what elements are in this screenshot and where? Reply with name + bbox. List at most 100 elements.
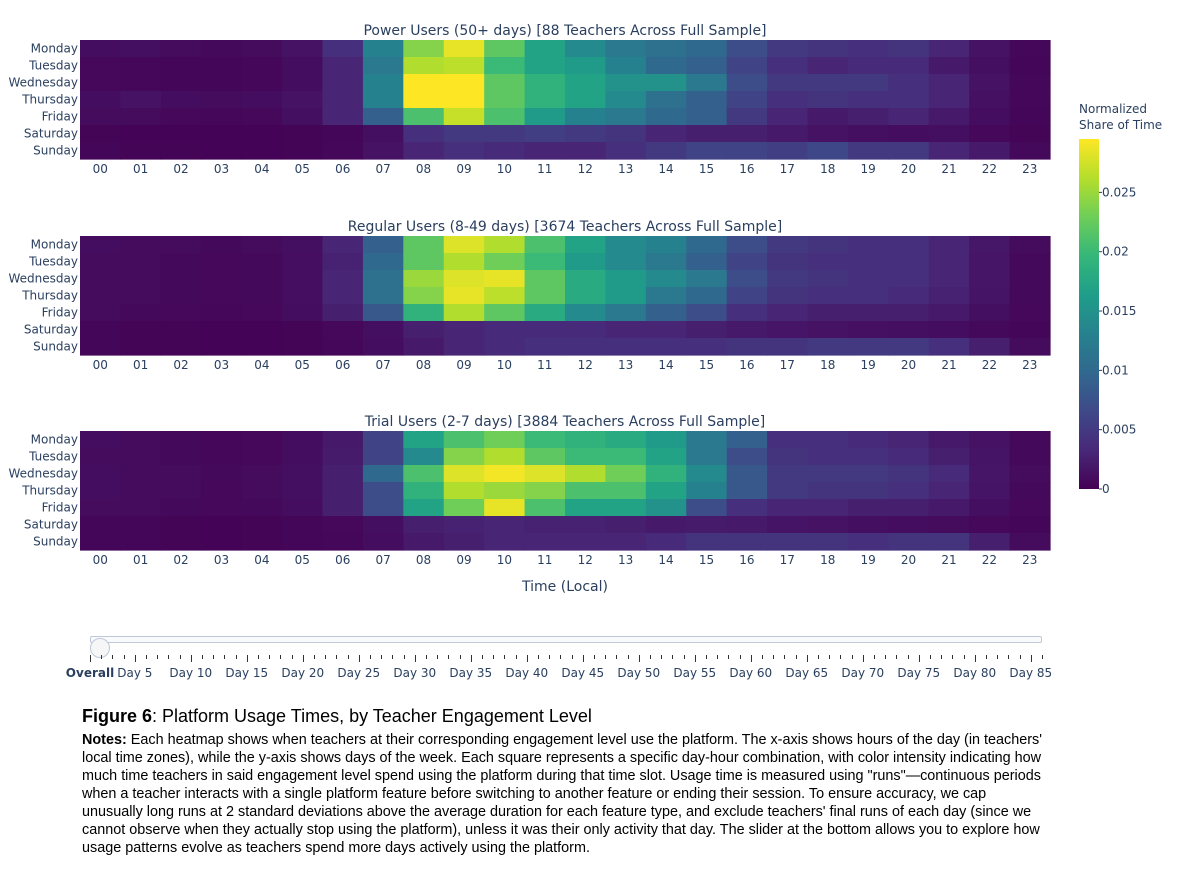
slider-label[interactable]: Day 65: [785, 666, 829, 680]
heatmap-cell: [160, 40, 202, 58]
slider-label[interactable]: Day 5: [117, 666, 153, 680]
heatmap-cell: [362, 236, 404, 254]
slider-tick: [426, 655, 427, 659]
heatmap-cell: [120, 482, 162, 500]
heatmap-cell: [565, 338, 607, 356]
slider-label[interactable]: Day 35: [449, 666, 493, 680]
heatmap-cell: [484, 270, 526, 288]
heatmap-cell: [80, 125, 122, 143]
heatmap-cell: [605, 125, 647, 143]
slider-tick: [806, 655, 808, 662]
heatmap-cell: [282, 482, 324, 500]
heatmap-cell: [322, 516, 364, 534]
colorbar-tick-label: 0.005: [1102, 423, 1136, 437]
heatmap-cell: [847, 270, 889, 288]
heatmap-cell: [645, 431, 687, 449]
slider-label[interactable]: Day 60: [729, 666, 773, 680]
slider-label[interactable]: Day 20: [281, 666, 325, 680]
heatmap-cell: [241, 270, 283, 288]
heatmap-cell: [888, 304, 930, 322]
heatmap-cell: [726, 108, 768, 126]
heatmap-cell: [160, 338, 202, 356]
slider-label[interactable]: Day 80: [953, 666, 997, 680]
heatmap-cell: [726, 499, 768, 517]
heatmap-cell: [403, 287, 445, 305]
x-tick-label: 15: [699, 358, 714, 372]
heatmap-cell: [928, 304, 970, 322]
heatmap-cell: [928, 270, 970, 288]
slider-label[interactable]: Day 40: [505, 666, 549, 680]
slider-label[interactable]: Day 55: [673, 666, 717, 680]
heatmap-cell: [928, 431, 970, 449]
heatmap-cell: [969, 142, 1011, 160]
heatmap-cell: [201, 270, 243, 288]
slider-tick: [470, 655, 472, 662]
heatmap-cell: [362, 338, 404, 356]
slider-tick: [661, 655, 663, 659]
slider-tick: [851, 655, 853, 659]
heatmap-cell: [80, 287, 122, 305]
heatmap-cell: [767, 533, 809, 551]
x-tick-label: 00: [93, 358, 108, 372]
slider-label[interactable]: Day 15: [225, 666, 269, 680]
day-slider[interactable]: Overall Day 5 Day 10 Day 15 Day 20 Day 25 Day …: [66, 628, 1053, 688]
heatmap-cell: [241, 338, 283, 356]
heatmap-cell: [686, 270, 728, 288]
heatmap-cell: [443, 91, 485, 109]
heatmap-cell: [928, 125, 970, 143]
heatmap-cell: [565, 236, 607, 254]
heatmap-cell: [160, 253, 202, 271]
heatmap-cell: [807, 465, 849, 483]
heatmap-cell: [120, 431, 162, 449]
slider-label[interactable]: Day 75: [897, 666, 941, 680]
heatmap-cell: [403, 338, 445, 356]
heatmap-cell: [767, 304, 809, 322]
slider-handle[interactable]: [90, 638, 110, 658]
slider-label[interactable]: Day 85: [1009, 666, 1053, 680]
slider-tick: [403, 655, 405, 659]
heatmap-cell: [969, 253, 1011, 271]
heatmap-cell: [686, 482, 728, 500]
heatmap-cell: [969, 304, 1011, 322]
heatmap-cell: [201, 253, 243, 271]
heatmap-cell: [686, 338, 728, 356]
slider-label[interactable]: Overall: [65, 666, 115, 680]
heatmap-cell: [362, 108, 404, 126]
heatmap-cell: [160, 74, 202, 92]
heatmap-cell: [80, 57, 122, 75]
slider-tick: [840, 655, 842, 659]
heatmap-cell: [807, 57, 849, 75]
slider-label[interactable]: Day 50: [617, 666, 661, 680]
heatmap-cell: [888, 57, 930, 75]
heatmap-cell: [282, 304, 324, 322]
slider-tick: [392, 655, 394, 659]
slider-label[interactable]: Day 70: [841, 666, 885, 680]
heatmap-cell: [362, 253, 404, 271]
slider-label[interactable]: Day 45: [561, 666, 605, 680]
x-tick-label: 11: [537, 162, 552, 176]
heatmap-cell: [443, 108, 485, 126]
panel-title: Power Users (50+ days) [88 Teachers Acro…: [363, 23, 766, 39]
x-tick-label: 18: [820, 358, 835, 372]
heatmap-cell: [928, 533, 970, 551]
slider-rail[interactable]: [90, 636, 1042, 658]
heatmap-cell: [484, 482, 526, 500]
heatmap-cell: [605, 448, 647, 466]
heatmap-cell: [322, 321, 364, 339]
slider-label[interactable]: Day 30: [393, 666, 437, 680]
heatmap-cell: [120, 236, 162, 254]
slider-label[interactable]: Day 10: [169, 666, 213, 680]
heatmap-cell: [201, 91, 243, 109]
slider-tick: [414, 655, 416, 662]
heatmap-cell: [484, 304, 526, 322]
colorbar-tick-label: 0.015: [1102, 304, 1136, 318]
heatmap-cell: [403, 57, 445, 75]
heatmap-cell: [767, 499, 809, 517]
slider-label[interactable]: Day 25: [337, 666, 381, 680]
y-tick-label: Friday: [42, 306, 78, 320]
x-tick-label: 10: [497, 358, 512, 372]
heatmap-cell: [201, 287, 243, 305]
x-tick-label: 20: [901, 553, 916, 567]
heatmap-cell: [807, 142, 849, 160]
heatmap-cell: [888, 499, 930, 517]
